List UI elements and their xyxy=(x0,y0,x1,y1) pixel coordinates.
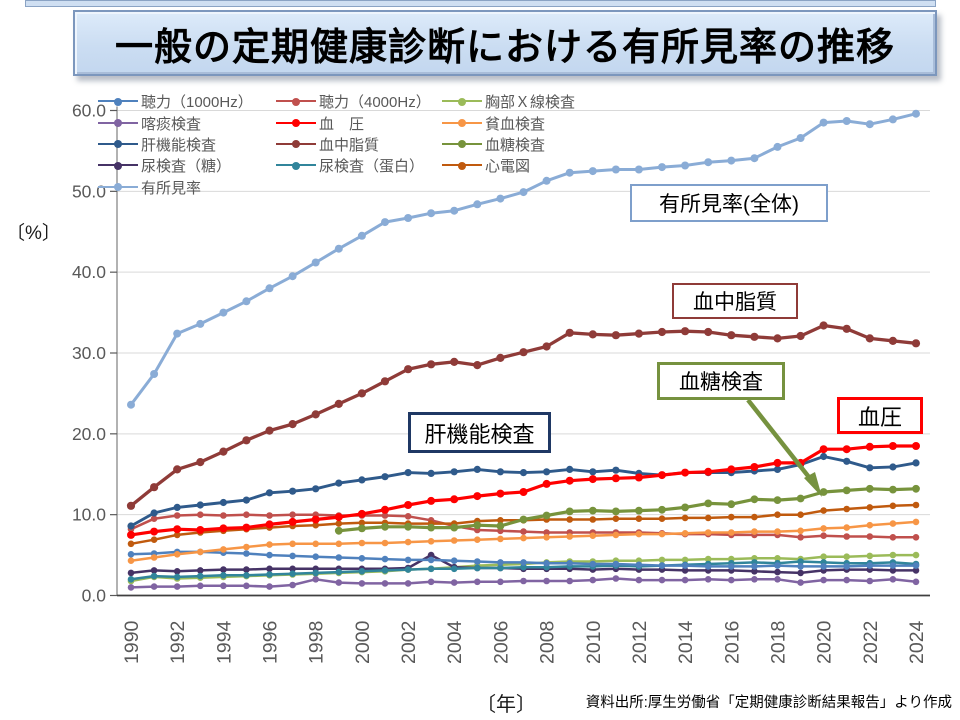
legend-item: 貧血検査 xyxy=(442,113,586,134)
legend-marker-icon xyxy=(98,140,138,149)
svg-text:2006: 2006 xyxy=(490,621,512,664)
svg-text:1996: 1996 xyxy=(260,621,282,664)
title-banner: 一般の定期健康診断における有所見率の推移 xyxy=(73,10,937,76)
svg-text:30.0: 30.0 xyxy=(72,343,106,363)
svg-text:2014: 2014 xyxy=(675,620,697,664)
legend-item: 血糖検査 xyxy=(442,134,586,155)
legend-marker-icon xyxy=(98,119,138,128)
svg-text:2010: 2010 xyxy=(583,620,605,664)
svg-text:40.0: 40.0 xyxy=(72,262,106,282)
legend-item: 尿検査（蛋白） xyxy=(276,155,442,176)
svg-text:1992: 1992 xyxy=(167,621,189,664)
annotation-blood-pressure-label: 血圧 xyxy=(857,404,902,430)
annotation-liver-function-label: 肝機能検査 xyxy=(424,421,535,447)
svg-text:10.0: 10.0 xyxy=(72,505,106,525)
annotation-liver-function: 肝機能検査 xyxy=(408,412,551,453)
legend-marker-icon xyxy=(276,140,316,149)
annotation-blood-pressure: 血圧 xyxy=(837,397,923,434)
svg-text:2000: 2000 xyxy=(352,620,374,664)
annotation-blood-lipids: 血中脂質 xyxy=(672,283,798,319)
svg-text:2024: 2024 xyxy=(906,620,928,664)
legend-item: 尿検査（糖） xyxy=(98,155,276,176)
svg-text:1990: 1990 xyxy=(121,620,143,664)
legend-item-label: 血 圧 xyxy=(319,115,365,133)
svg-text:60.0: 60.0 xyxy=(72,101,106,121)
legend-marker-icon xyxy=(442,161,482,170)
legend-item-label: 心電図 xyxy=(485,158,531,176)
legend-item: 有所見率 xyxy=(98,177,276,198)
legend-item: 胸部Ｘ線検査 xyxy=(442,91,586,112)
svg-text:0.0: 0.0 xyxy=(82,586,107,606)
legend-item: 心電図 xyxy=(442,155,586,176)
legend-item-label: 血中脂質 xyxy=(319,136,380,154)
legend-item: 聴力（1000Hz） xyxy=(98,91,276,112)
svg-text:1998: 1998 xyxy=(306,621,328,664)
legend-item-label: 血糖検査 xyxy=(485,136,546,154)
legend-marker-icon xyxy=(276,161,316,170)
legend-item: 肝機能検査 xyxy=(98,134,276,155)
legend-marker-icon xyxy=(276,97,316,106)
annotation-blood-sugar-label: 血糖検査 xyxy=(679,371,763,394)
svg-text:2020: 2020 xyxy=(814,620,836,664)
legend-item-label: 喀痰検査 xyxy=(141,115,202,133)
legend-marker-icon xyxy=(98,183,138,192)
legend-item-label: 尿検査（蛋白） xyxy=(319,158,425,176)
legend-item-label: 貧血検査 xyxy=(485,115,546,133)
legend-marker-icon xyxy=(98,161,138,170)
annotation-blood-lipids-label: 血中脂質 xyxy=(693,291,777,314)
svg-text:2016: 2016 xyxy=(721,621,743,664)
svg-text:1994: 1994 xyxy=(213,620,235,664)
legend-marker-icon xyxy=(98,97,138,106)
svg-text:2012: 2012 xyxy=(629,621,651,664)
legend-marker-icon xyxy=(442,119,482,128)
svg-text:2022: 2022 xyxy=(860,621,882,664)
svg-text:50.0: 50.0 xyxy=(72,181,106,201)
legend-item-label: 胸部Ｘ線検査 xyxy=(485,94,576,112)
legend-item-label: 肝機能検査 xyxy=(141,136,217,154)
x-axis-unit-label: 〔年〕 xyxy=(476,694,536,716)
svg-text:2002: 2002 xyxy=(398,621,420,664)
slide-top-strip xyxy=(25,0,936,7)
source-note: 資料出所:厚生労働省「定期健康診断結果報告」より作成 xyxy=(585,695,952,711)
legend-item-label: 尿検査（糖） xyxy=(141,158,232,176)
y-axis-unit-label: 〔%〕 xyxy=(6,223,61,244)
legend-item: 聴力（4000Hz） xyxy=(276,91,442,112)
legend-marker-icon xyxy=(442,140,482,149)
legend-marker-icon xyxy=(276,119,316,128)
svg-text:20.0: 20.0 xyxy=(72,424,106,444)
page-title: 一般の定期健康診断における有所見率の推移 xyxy=(114,26,895,69)
annotation-overall-rate: 有所見率(全体) xyxy=(630,184,828,222)
legend-marker-icon xyxy=(442,97,482,106)
chart-legend: 聴力（1000Hz） 聴力（4000Hz） 胸部Ｘ線検査喀痰検査 血 圧 貧血検査肝機能… xyxy=(98,91,586,198)
legend-item-label: 聴力（1000Hz） xyxy=(141,94,253,112)
legend-item: 血 圧 xyxy=(276,113,442,134)
legend-item: 喀痰検査 xyxy=(98,113,276,134)
legend-item: 血中脂質 xyxy=(276,134,442,155)
svg-text:2018: 2018 xyxy=(767,621,789,664)
svg-text:2008: 2008 xyxy=(537,621,559,664)
legend-item-label: 聴力（4000Hz） xyxy=(319,94,431,112)
annotation-blood-sugar: 血糖検査 xyxy=(657,362,785,400)
svg-text:2004: 2004 xyxy=(444,620,466,664)
annotation-overall-rate-label: 有所見率(全体) xyxy=(659,193,799,216)
legend-item-label: 有所見率 xyxy=(141,179,202,197)
